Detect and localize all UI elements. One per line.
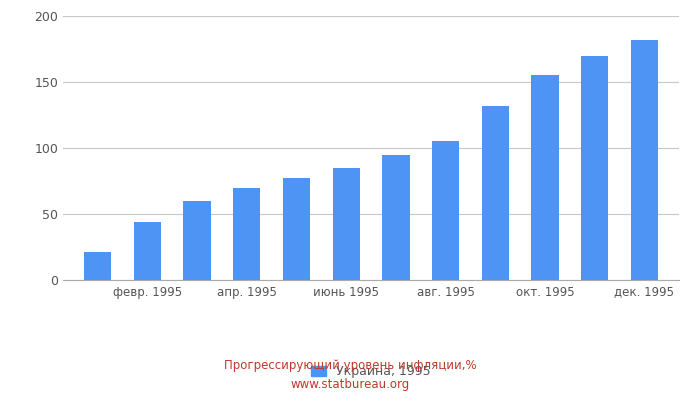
Text: Прогрессирующий уровень инфляции,%: Прогрессирующий уровень инфляции,% xyxy=(224,360,476,372)
Bar xyxy=(233,188,260,280)
Bar xyxy=(134,222,161,280)
Bar xyxy=(332,168,360,280)
Legend: Украина, 1995: Украина, 1995 xyxy=(306,360,436,383)
Bar xyxy=(432,141,459,280)
Bar xyxy=(581,56,608,280)
Bar xyxy=(482,106,509,280)
Bar xyxy=(84,252,111,280)
Text: www.statbureau.org: www.statbureau.org xyxy=(290,378,410,391)
Bar xyxy=(382,154,410,280)
Bar xyxy=(631,40,658,280)
Bar xyxy=(183,201,211,280)
Bar xyxy=(283,178,310,280)
Bar xyxy=(531,75,559,280)
